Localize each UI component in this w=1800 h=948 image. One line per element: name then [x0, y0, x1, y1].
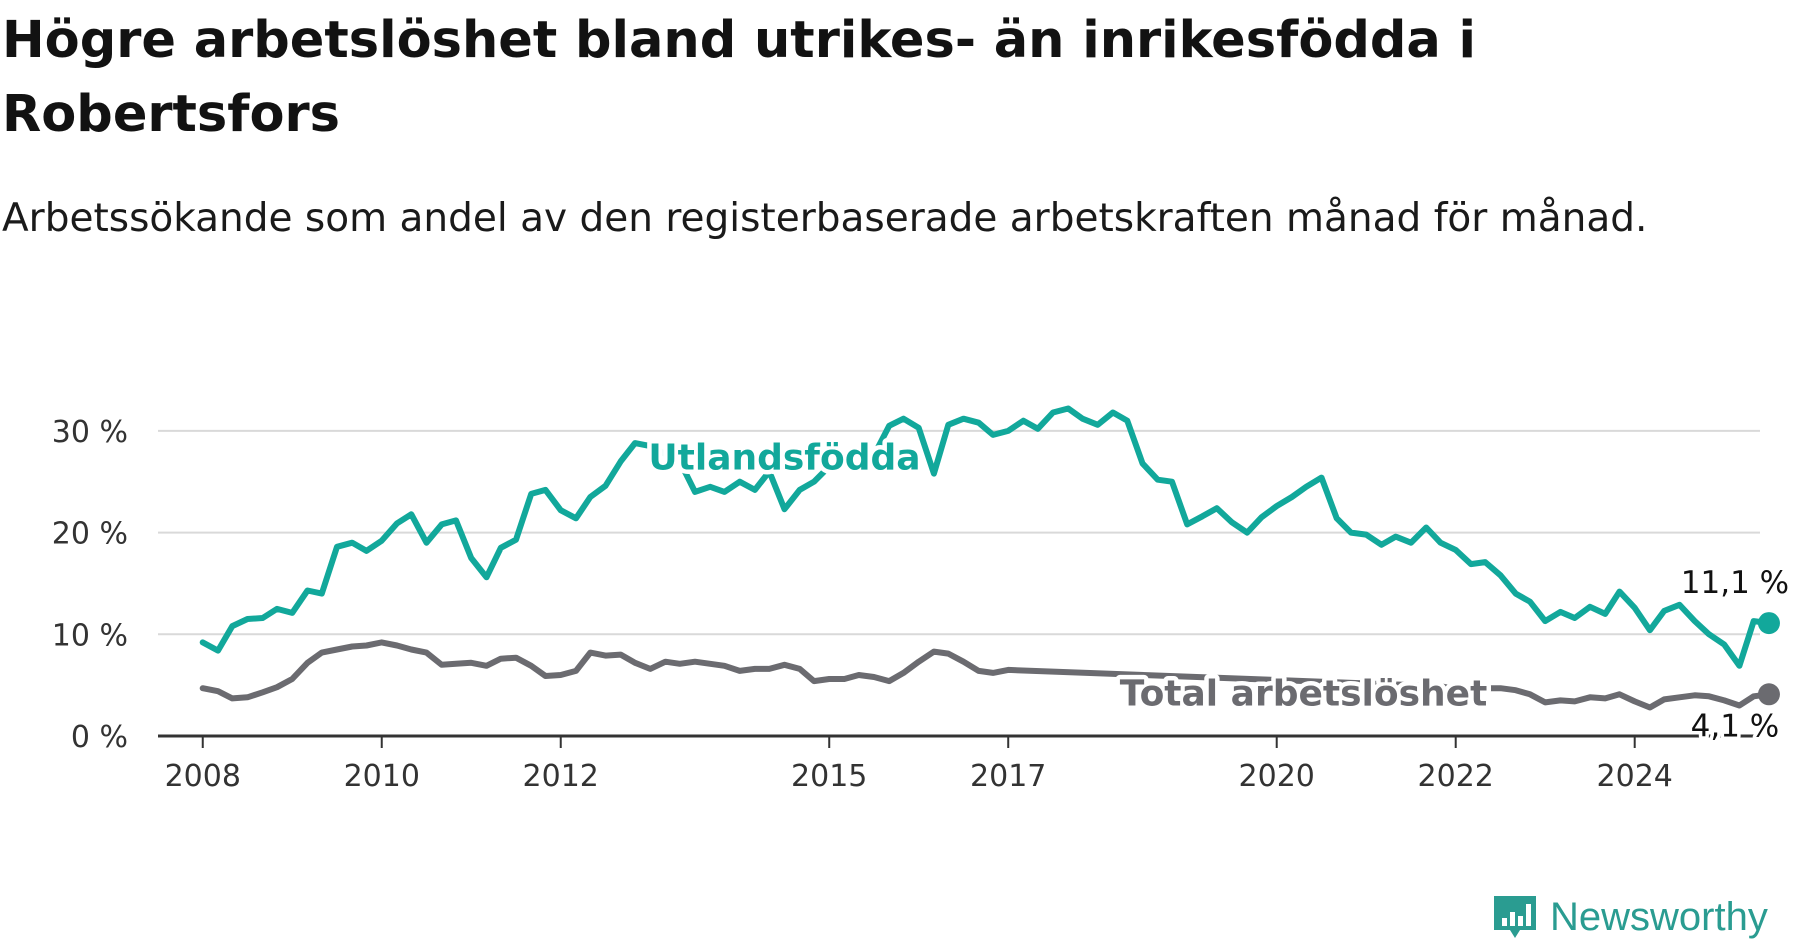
series-end-point: [1757, 612, 1780, 635]
chart-title: Högre arbetslöshet bland utrikes- än inr…: [2, 11, 1477, 144]
series-labels: Utlandsfödda 11,1 % Total arbetslöshet 4,1 …: [644, 433, 1793, 748]
x-tick-label: 2020: [1239, 759, 1315, 794]
series-line: [199, 405, 1772, 669]
series-name-label: Total arbetslöshet: [1120, 673, 1488, 714]
line-chart: 0 % 10 % 20 % 30 % 2008 2010 2012 2015 2017 2020…: [51, 405, 1793, 794]
series-line: [199, 639, 1772, 711]
gridlines: [158, 429, 1760, 636]
y-tick-label: 20 %: [52, 517, 128, 552]
y-tick-label: 30 %: [52, 415, 128, 450]
x-tick-label: 2024: [1597, 759, 1673, 794]
x-tick-label: 2015: [791, 759, 867, 794]
chart-subtitle: Arbetssökande som andel av den registerb…: [2, 196, 1648, 241]
x-tick-label: 2017: [970, 759, 1046, 794]
series-end-point: [1757, 683, 1780, 706]
brand-logo: Newsworthy: [1490, 888, 1768, 946]
series-lines: [199, 405, 1780, 711]
series-end-value-label: 4,1 %: [1691, 708, 1780, 744]
y-tick-label: 0 %: [71, 720, 128, 755]
x-tick-label: 2012: [523, 759, 599, 794]
x-tick-label: 2022: [1418, 759, 1494, 794]
x-tick-label: 2008: [165, 759, 241, 794]
newsworthy-logo-icon: [1494, 896, 1536, 938]
series-name-label: Utlandsfödda: [648, 437, 920, 478]
brand-name: Newsworthy: [1550, 894, 1768, 939]
y-axis-ticks: 0 % 10 % 20 % 30 %: [52, 415, 128, 755]
series-end-value-label: 11,1 %: [1681, 565, 1789, 601]
x-tick-label: 2010: [344, 759, 420, 794]
x-axis-ticks: 2008 2010 2012 2015 2017 2020 2022 2024: [165, 736, 1673, 794]
y-tick-label: 10 %: [52, 618, 128, 653]
